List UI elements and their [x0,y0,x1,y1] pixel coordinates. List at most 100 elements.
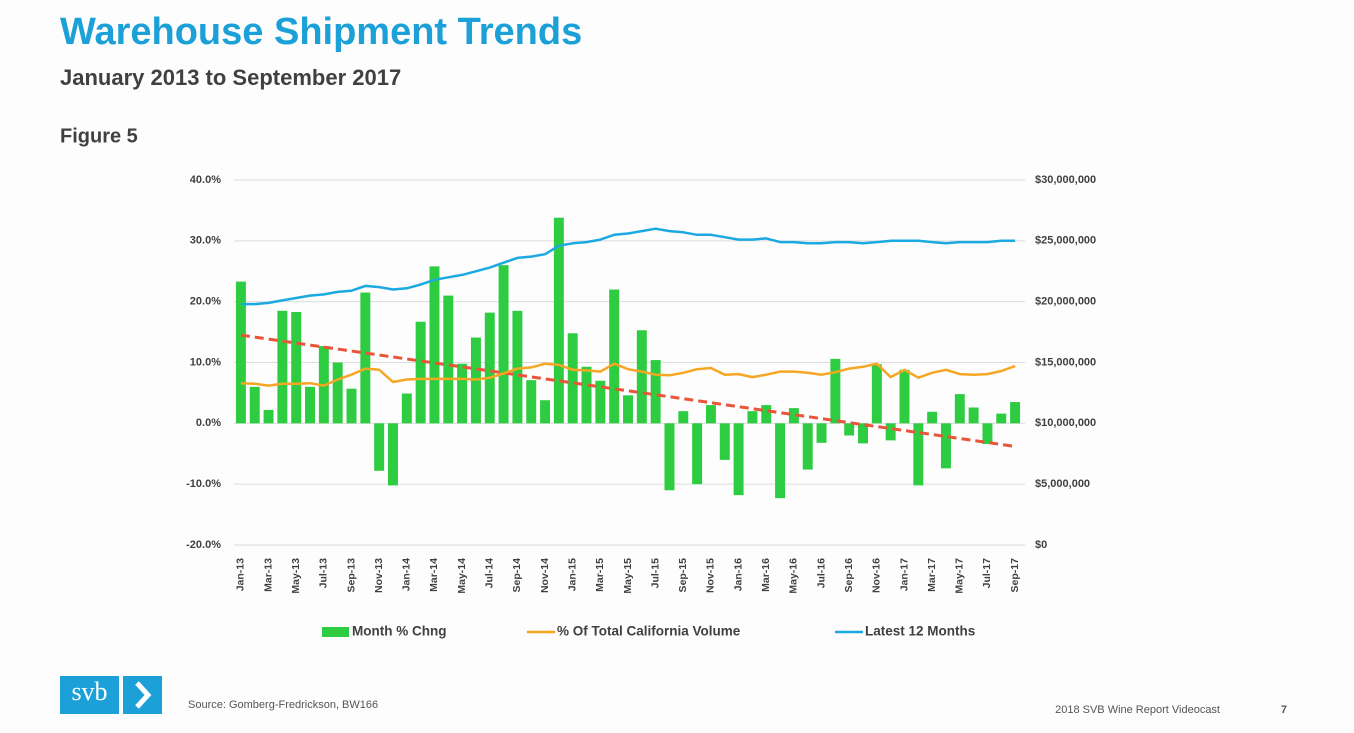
bar [360,292,371,424]
page-number: 7 [1281,704,1287,716]
bar [871,364,882,424]
bar [609,289,620,424]
x-tick-label: Sep-17 [1009,558,1021,593]
bar [581,366,592,424]
bar [844,423,855,436]
y-tick-label: 10.0% [190,356,221,368]
x-tick-label: Jul-17 [981,558,993,589]
x-tick-label: Jan-16 [732,558,744,591]
bar [858,423,868,444]
x-tick-label: Nov-15 [705,558,717,593]
bar [484,312,495,424]
bar [705,405,716,424]
y2-tick-label: $5,000,000 [1035,478,1090,490]
bar [553,217,564,424]
x-tick-label: Jan-17 [898,558,910,591]
x-tick-label: Jul-16 [815,558,827,589]
bar [968,407,979,424]
x-tick-label: Mar-16 [760,558,772,592]
x-tick-label: Jul-14 [484,558,496,589]
logo: svb [71,677,107,706]
bar [332,362,343,424]
bar [249,386,260,424]
y-tick-label: -10.0% [186,478,221,490]
figure-label: Figure 5 [60,125,138,147]
bar [830,358,841,424]
x-tick-label: Jan-15 [566,558,578,591]
slide-title: Warehouse Shipment Trends [60,11,582,53]
x-tick-label: Sep-15 [677,558,689,593]
bar [816,423,827,443]
bar [235,281,246,424]
bar [277,310,288,424]
bar [940,423,951,469]
bar [263,409,274,424]
legend-label: Month % Chng [352,624,446,639]
bar [775,423,786,499]
bar [540,400,551,424]
bar [678,411,689,424]
y2-tick-label: $15,000,000 [1035,356,1096,368]
bar [650,360,661,424]
bar [567,333,578,424]
legend-label: Latest 12 Months [865,624,975,639]
slide-subtitle: January 2013 to September 2017 [60,65,401,90]
bar [346,388,357,424]
bar [692,423,703,485]
bar [415,321,426,424]
line [240,362,1016,387]
bar [374,423,385,471]
logo-box [60,676,119,714]
bar [623,395,633,424]
y2-tick-label: $0 [1035,539,1047,551]
bar [401,393,412,424]
line [240,227,1016,306]
x-tick-label: Mar-15 [594,558,606,592]
bar [996,413,1007,424]
x-tick-label: Jan-13 [235,558,247,591]
bar [802,423,813,470]
bar [429,266,440,424]
bar [305,386,316,424]
bar [291,312,302,424]
y-tick-label: 30.0% [190,235,221,247]
bar [733,423,744,496]
y2-tick-label: $30,000,000 [1035,174,1096,186]
bar [954,394,965,424]
bar [747,411,758,424]
bar [761,405,772,424]
bar [719,423,730,460]
x-tick-label: Mar-17 [926,558,938,592]
x-tick-label: Nov-14 [539,558,551,593]
x-tick-label: Sep-13 [345,558,357,593]
x-tick-label: Nov-13 [373,558,385,593]
y-tick-label: 20.0% [190,296,221,308]
x-tick-label: May-14 [456,558,468,594]
x-tick-label: May-15 [622,558,634,594]
y2-tick-label: $10,000,000 [1035,417,1096,429]
x-tick-label: May-13 [290,558,302,594]
x-tick-label: Mar-13 [262,558,274,592]
x-tick-label: May-16 [788,558,800,594]
x-tick-label: Jul-15 [649,558,661,589]
trendline [240,333,1016,448]
x-tick-label: Nov-16 [871,558,883,593]
x-tick-label: Jul-13 [318,558,330,589]
y-tick-label: 40.0% [190,174,221,186]
logo-chevron [135,681,152,709]
x-tick-label: Mar-14 [428,558,440,592]
y-tick-label: 0.0% [196,417,221,429]
bar [927,411,938,424]
legend-label: % Of Total California Volume [557,624,741,639]
bar [982,423,993,445]
bar [885,423,896,441]
source: Source: Gomberg-Fredrickson, BW166 [188,699,378,711]
bar [788,408,799,424]
footer: 2018 SVB Wine Report Videocast [1055,704,1220,716]
y2-tick-label: $25,000,000 [1035,235,1096,247]
bar [498,265,509,424]
legend-swatch [322,627,349,637]
y-tick-label: -20.0% [186,539,221,551]
x-tick-label: May-17 [954,558,966,594]
